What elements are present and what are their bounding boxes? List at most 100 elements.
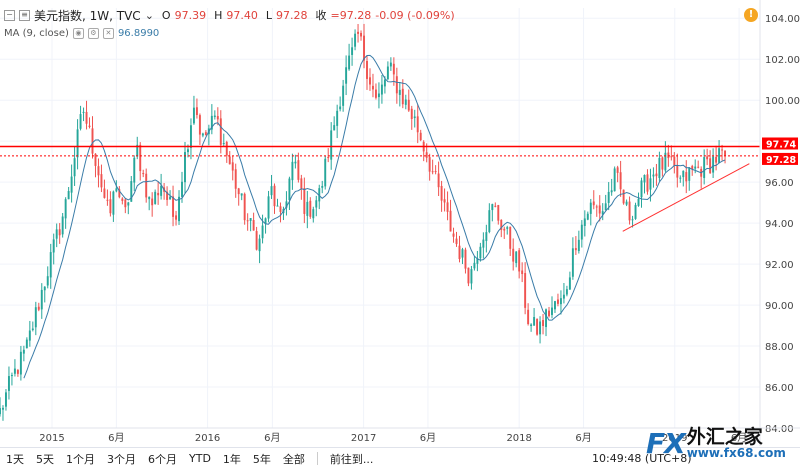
candle-body <box>595 206 598 208</box>
candle-body <box>709 158 712 174</box>
collapse-icon[interactable]: − <box>4 9 15 21</box>
range-3m[interactable]: 3个月 <box>107 452 136 466</box>
candle-body <box>673 156 676 166</box>
candle-body <box>610 190 613 193</box>
candle-body <box>410 108 413 119</box>
candle-body <box>712 156 715 173</box>
candle-body <box>652 174 655 177</box>
range-1m[interactable]: 1个月 <box>66 452 95 466</box>
support-trendline <box>622 163 750 232</box>
candle-body <box>297 160 300 180</box>
candle-body <box>574 248 577 251</box>
x-tick-label: 6月 <box>420 432 436 444</box>
candle-body <box>392 63 395 75</box>
candle-body <box>85 111 88 124</box>
symbol-title[interactable]: 美元指数, 1W, TVC <box>34 8 141 23</box>
candle-body <box>58 229 61 236</box>
candle-body <box>94 153 97 166</box>
candle-body <box>243 193 246 221</box>
candlestick-series <box>0 23 727 421</box>
candle-body <box>515 251 518 264</box>
candle-body <box>407 99 410 111</box>
candle-body <box>189 125 192 148</box>
y-tick-label: 86.00 <box>765 383 794 394</box>
close-icon[interactable]: ✕ <box>102 28 114 39</box>
candle-body <box>670 156 673 158</box>
candle-body <box>476 258 479 264</box>
range-1y[interactable]: 1年 <box>222 452 241 466</box>
candle-body <box>178 196 180 222</box>
price-tag-bg <box>762 137 798 150</box>
range-5d[interactable]: 5天 <box>36 452 54 466</box>
candle-body <box>154 191 157 204</box>
candle-body <box>664 152 667 171</box>
eye-icon[interactable]: ◉ <box>72 28 84 39</box>
candle-body <box>524 273 527 308</box>
range-all[interactable]: 全部 <box>282 452 305 466</box>
candle-body <box>369 77 371 85</box>
candle-body <box>527 309 530 325</box>
candle-body <box>667 152 670 159</box>
candle-body <box>216 116 219 120</box>
candle-body <box>488 210 491 232</box>
symbol-dropdown-icon[interactable]: ⌄ <box>144 8 154 22</box>
chart-grid <box>0 8 760 429</box>
candle-body <box>706 156 709 160</box>
candle-body <box>97 166 100 176</box>
candle-body <box>139 144 142 172</box>
candle-body <box>294 161 297 164</box>
settings-icon[interactable]: ⚙ <box>87 28 99 39</box>
candle-body <box>142 173 145 175</box>
candle-body <box>231 162 234 171</box>
y-tick-label: 92.00 <box>765 260 794 271</box>
candle-body <box>333 125 336 131</box>
indicator-value: 96.8990 <box>117 28 160 39</box>
candle-body <box>303 188 306 214</box>
candle-body <box>655 173 658 177</box>
candle-body <box>16 370 19 374</box>
candle-body <box>145 173 148 198</box>
candle-body <box>643 174 646 183</box>
price-tag-label: 97.28 <box>766 155 796 166</box>
candle-body <box>195 107 198 115</box>
candle-body <box>324 158 327 187</box>
goto-date-button[interactable]: 前往到... <box>329 452 374 466</box>
candle-body <box>548 310 550 317</box>
candle-body <box>470 269 473 284</box>
candle-body <box>592 201 595 206</box>
range-1d[interactable]: 1天 <box>6 452 24 466</box>
candle-body <box>40 289 43 310</box>
range-6m[interactable]: 6个月 <box>148 452 177 466</box>
candle-body <box>437 173 440 188</box>
candle-body <box>237 188 240 195</box>
candle-body <box>703 157 706 178</box>
candle-body <box>121 198 124 201</box>
candle-body <box>691 166 694 170</box>
candle-body <box>398 89 401 95</box>
candle-body <box>357 31 360 34</box>
candle-body <box>571 248 574 277</box>
watermark-fx: FX <box>646 427 686 460</box>
candle-body <box>22 349 25 354</box>
candle-body <box>559 298 562 305</box>
candle-body <box>31 328 34 330</box>
candle-body <box>210 115 213 130</box>
alert-icon[interactable]: ! <box>744 8 758 22</box>
indicator-label[interactable]: MA (9, close) <box>4 28 69 39</box>
candle-body <box>133 157 136 183</box>
moving-average-line <box>23 54 726 379</box>
candle-body <box>7 376 10 391</box>
candle-body <box>395 76 398 94</box>
candle-body <box>685 172 688 182</box>
candle-body <box>694 166 697 169</box>
candle-body <box>222 142 225 144</box>
y-tick-label: 102.00 <box>765 55 800 66</box>
candle-body <box>542 320 545 327</box>
candle-body <box>536 319 539 335</box>
range-ytd[interactable]: YTD <box>189 452 211 465</box>
candle-body <box>688 167 691 181</box>
range-5y[interactable]: 5年 <box>252 452 271 466</box>
candle-body <box>309 200 312 217</box>
chart-header: − ≡ 美元指数, 1W, TVC ⌄ O 97.39 H 97.40 L 97.28… <box>4 6 455 24</box>
